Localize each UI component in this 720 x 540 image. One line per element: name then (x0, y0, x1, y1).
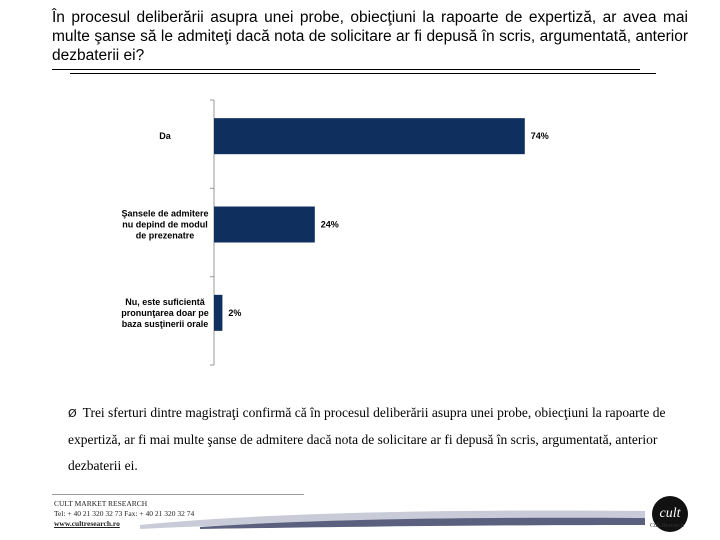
cult-logo: cult (652, 496, 688, 532)
data-label: 74% (531, 131, 549, 141)
footer-website-link[interactable]: www.cultresearch.ro (54, 519, 120, 528)
title-underline (52, 69, 640, 70)
footer-company: CULT MARKET RESEARCH (54, 499, 148, 508)
bar (214, 294, 223, 331)
footer-info: CULT MARKET RESEARCH Tel: + 40 21 320 32… (54, 499, 194, 529)
category-label: Da (159, 131, 171, 141)
category-label: de prezenatre (136, 231, 195, 241)
title-divider (70, 73, 656, 74)
category-label: baza susţinerii orale (122, 319, 209, 329)
footer-swoosh (140, 510, 645, 529)
data-label: 2% (228, 308, 241, 318)
category-label: pronunţarea doar pe (121, 308, 209, 318)
summary-text: Trei sferturi dintre magistraţi confirmă… (68, 405, 666, 473)
slide-title: În procesul deliberării asupra unei prob… (52, 9, 688, 64)
arrow-bullet-icon: Ø (68, 407, 77, 420)
category-label: Şansele de admitere (121, 209, 208, 219)
category-label: Nu, este suficientă (125, 297, 206, 307)
bar (214, 206, 315, 243)
footer-divider (52, 494, 304, 495)
logo-caption: Cult Research (650, 523, 684, 529)
data-label: 24% (321, 220, 339, 230)
footer-contact: Tel: + 40 21 320 32 73 Fax: + 40 21 320 … (54, 509, 195, 518)
category-label: nu depind de modul (122, 220, 208, 230)
bar (214, 118, 525, 155)
summary-note: Ø Trei sferturi dintre magistraţi confirm… (68, 400, 668, 479)
